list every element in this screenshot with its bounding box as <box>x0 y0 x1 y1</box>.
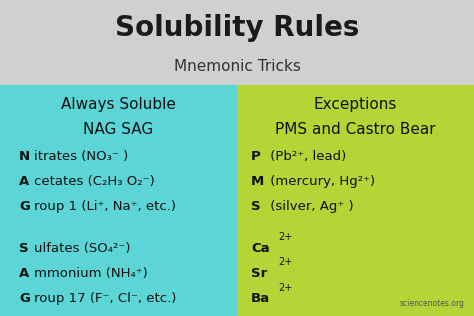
Text: (Pb²⁺, lead): (Pb²⁺, lead) <box>266 150 346 163</box>
Text: A: A <box>19 175 29 188</box>
Text: roup 1 (Li⁺, Na⁺, etc.): roup 1 (Li⁺, Na⁺, etc.) <box>34 200 176 214</box>
Text: Ca: Ca <box>251 241 270 255</box>
Text: 2+: 2+ <box>279 257 293 267</box>
Bar <box>0 0 474 85</box>
Text: Sr: Sr <box>251 267 267 280</box>
Text: Always Soluble: Always Soluble <box>61 97 176 112</box>
Text: G: G <box>19 200 30 214</box>
Text: PMS and Castro Bear: PMS and Castro Bear <box>275 122 436 137</box>
Text: NAG SAG: NAG SAG <box>83 122 154 137</box>
Text: M: M <box>251 175 264 188</box>
Bar <box>237 85 474 316</box>
Text: (mercury, Hg²⁺): (mercury, Hg²⁺) <box>266 175 375 188</box>
Text: mmonium (NH₄⁺): mmonium (NH₄⁺) <box>34 267 148 280</box>
Text: Mnemonic Tricks: Mnemonic Tricks <box>173 59 301 74</box>
Text: A: A <box>19 267 29 280</box>
Text: 2+: 2+ <box>279 283 293 293</box>
Text: S: S <box>19 241 28 255</box>
Text: G: G <box>19 292 30 305</box>
Text: Exceptions: Exceptions <box>314 97 397 112</box>
Text: cetates (C₂H₃ O₂⁻): cetates (C₂H₃ O₂⁻) <box>34 175 155 188</box>
Text: S: S <box>251 200 261 214</box>
Text: N: N <box>19 150 30 163</box>
Text: P: P <box>251 150 261 163</box>
Text: (silver, Ag⁺ ): (silver, Ag⁺ ) <box>266 200 354 214</box>
Text: Ba: Ba <box>251 292 270 305</box>
Text: ulfates (SO₄²⁻): ulfates (SO₄²⁻) <box>34 241 131 255</box>
Text: Solubility Rules: Solubility Rules <box>115 15 359 42</box>
Bar <box>0 85 237 316</box>
Text: roup 17 (F⁻, Cl⁻, etc.): roup 17 (F⁻, Cl⁻, etc.) <box>34 292 176 305</box>
Text: itrates (NO₃⁻ ): itrates (NO₃⁻ ) <box>34 150 128 163</box>
Text: sciencenotes.org: sciencenotes.org <box>400 299 465 308</box>
Text: 2+: 2+ <box>279 232 293 242</box>
